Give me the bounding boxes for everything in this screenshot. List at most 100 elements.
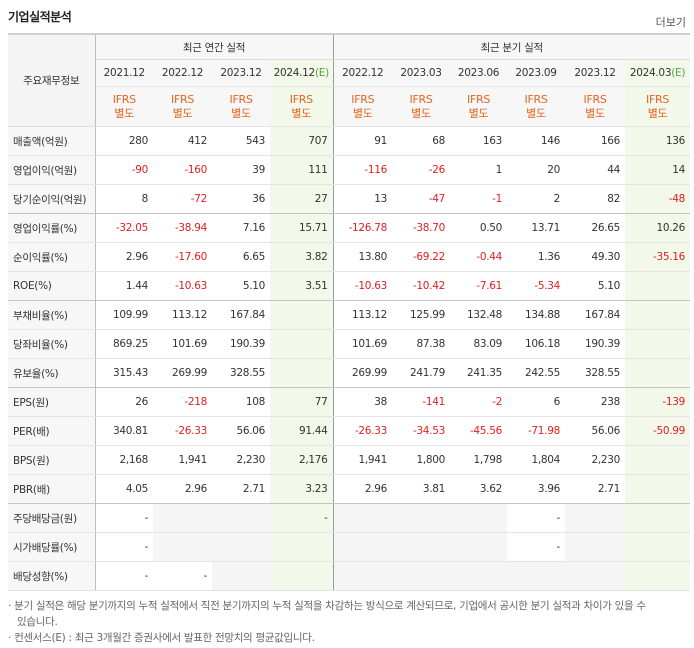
more-link[interactable]: 더보기: [655, 16, 686, 29]
period-header: 2022.12: [153, 59, 212, 87]
data-row: 매출액(억원) 280 412 543 707 91 68 163 146 166 136: [8, 126, 691, 156]
value-cell: 6: [507, 387, 565, 417]
value-cell: 340.81: [95, 416, 153, 446]
period-header: 2021.12: [95, 59, 153, 87]
basis-header: IFRS 별도: [153, 86, 212, 127]
value-cell: -: [95, 532, 153, 562]
accounting-standard: IFRS: [112, 92, 136, 106]
value-cell: 26: [95, 387, 153, 417]
value-cell: 167.84: [565, 300, 625, 330]
note: · 분기 실적은 해당 분기까지의 누적 실적에서 직전 분기까지의 누적 실적…: [8, 600, 646, 628]
value-cell: 2,230: [565, 445, 625, 475]
value-cell: -0.44: [450, 242, 507, 272]
value-cell: 1.44: [95, 271, 153, 301]
value-cell: 13: [332, 184, 392, 214]
value-cell: 2.96: [153, 474, 212, 504]
value-cell: 56.06: [565, 416, 625, 446]
basis-header: IFRS 별도: [450, 86, 507, 127]
period-header: 2023.09: [507, 59, 565, 87]
value-cell: 36: [212, 184, 270, 214]
value-cell: 109.99: [95, 300, 153, 330]
value-cell: 77: [270, 387, 333, 417]
value-cell: -34.53: [392, 416, 450, 446]
value-cell: 2: [507, 184, 565, 214]
value-cell: 2,168: [95, 445, 153, 475]
basis-header: IFRS 별도: [507, 86, 565, 127]
data-row: 순이익률(%) 2.96 -17.60 6.65 3.82 13.80 -69.22 -0.4…: [8, 242, 691, 272]
row-label: EPS(원): [8, 387, 96, 417]
value-cell: -38.70: [392, 213, 450, 243]
value-cell: 106.18: [507, 329, 565, 359]
period-header: 2023.12: [212, 59, 270, 87]
row-label: PER(배): [8, 416, 96, 446]
empty-cell: [270, 561, 333, 591]
value-cell: 14: [625, 155, 691, 185]
empty-cell: [332, 561, 392, 591]
value-cell: 0.50: [450, 213, 507, 243]
data-row: 부채비율(%) 109.99 113.12 167.84 113.12 125.99 132…: [8, 300, 691, 330]
value-cell: 113.12: [153, 300, 212, 330]
empty-cell: [212, 503, 270, 533]
period-header: 2023.06: [450, 59, 507, 87]
value-cell: 269.99: [332, 358, 392, 388]
row-label: 매출액(억원): [8, 126, 96, 156]
basis-header: IFRS 별도: [332, 86, 392, 127]
empty-cell: [625, 445, 691, 475]
value-cell: 328.55: [212, 358, 270, 388]
value-cell: -7.61: [450, 271, 507, 301]
value-cell: -: [507, 503, 565, 533]
empty-cell: [270, 358, 333, 388]
value-cell: 20: [507, 155, 565, 185]
empty-cell: [270, 329, 333, 359]
empty-cell: [212, 532, 270, 562]
empty-cell: [625, 532, 691, 562]
value-cell: 27: [270, 184, 333, 214]
empty-cell: [625, 329, 691, 359]
accounting-standard: IFRS: [229, 92, 253, 106]
period-header: 2023.03: [392, 59, 450, 87]
empty-cell: [507, 561, 565, 591]
basis-header: IFRS 별도: [625, 86, 691, 127]
empty-cell: [625, 300, 691, 330]
empty-cell: [270, 300, 333, 330]
value-cell: -126.78: [332, 213, 392, 243]
value-cell: 3.23: [270, 474, 333, 504]
value-cell: 1,804: [507, 445, 565, 475]
consolidation-scope: 별도: [647, 106, 668, 120]
value-cell: -26.33: [332, 416, 392, 446]
accounting-standard: IFRS: [289, 92, 313, 106]
accounting-standard: IFRS: [583, 92, 607, 106]
value-cell: 1,941: [153, 445, 212, 475]
value-cell: 68: [392, 126, 450, 156]
consolidation-scope: 별도: [585, 106, 605, 120]
empty-cell: [270, 532, 333, 562]
value-cell: 132.48: [450, 300, 507, 330]
value-cell: 269.99: [153, 358, 212, 388]
consolidation-scope: 별도: [231, 106, 251, 120]
consolidation-scope: 별도: [114, 106, 135, 120]
value-cell: 1,798: [450, 445, 507, 475]
value-cell: -47: [392, 184, 450, 214]
consolidation-scope: 별도: [172, 106, 193, 120]
value-cell: 26.65: [565, 213, 625, 243]
value-cell: -50.99: [625, 416, 691, 446]
row-label: PBR(배): [8, 474, 96, 504]
empty-cell: [212, 561, 270, 591]
row-label: 영업이익률(%): [8, 213, 96, 243]
value-cell: 15.71: [270, 213, 333, 243]
data-row: 시가배당률(%) - -: [8, 532, 691, 562]
value-cell: 87.38: [392, 329, 450, 359]
value-cell: 101.69: [332, 329, 392, 359]
value-cell: 7.16: [212, 213, 270, 243]
value-cell: -48: [625, 184, 691, 214]
empty-cell: [625, 358, 691, 388]
note: · 컨센서스(E) : 최근 3개월간 증권사에서 발표한 전망치의 평균값입니…: [8, 632, 315, 644]
row-label: 부채비율(%): [8, 300, 96, 330]
basis-header: IFRS 별도: [212, 86, 270, 127]
empty-cell: [450, 503, 507, 533]
empty-cell: [625, 503, 691, 533]
row-label: 주당배당금(원): [8, 503, 96, 533]
financial-table: 주요재무정보 최근 연간 실적 최근 분기 실적 2021.12 2022.12 2023…: [8, 33, 691, 591]
estimate-mark: (E): [314, 67, 329, 79]
data-row: PER(배) 340.81 -26.33 56.06 91.44 -26.33 -34.53…: [8, 416, 691, 446]
